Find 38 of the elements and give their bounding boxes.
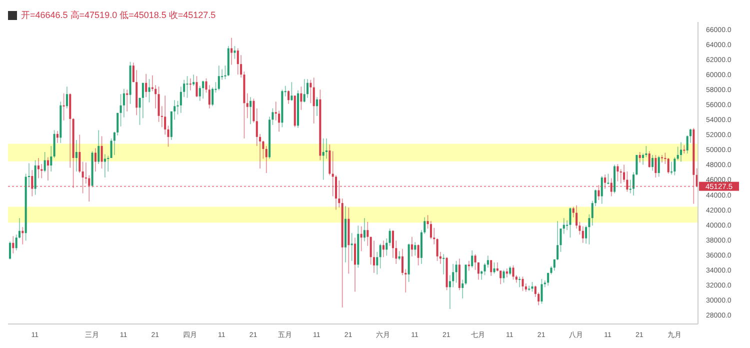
candlestick	[620, 169, 622, 184]
candlestick	[75, 140, 78, 172]
candlestick	[192, 74, 195, 86]
candlestick	[28, 163, 30, 188]
candlestick	[468, 260, 470, 271]
candlestick	[372, 240, 375, 273]
candlestick	[326, 138, 328, 159]
candlestick	[37, 158, 40, 178]
candlestick	[629, 180, 632, 194]
candlestick	[448, 275, 451, 309]
candlestick	[544, 280, 546, 288]
candlestick	[566, 220, 568, 230]
candlestick	[259, 134, 262, 168]
candlestick	[404, 269, 407, 292]
candlestick	[528, 286, 530, 291]
candlestick	[107, 156, 110, 172]
candlestick	[562, 218, 565, 234]
candlestick	[151, 75, 154, 92]
candlestick	[154, 85, 157, 108]
candlestick	[661, 154, 664, 162]
candlestick	[274, 102, 277, 120]
text: 开=46646.5 高=47519.0 低=45018.5 收=45127.5	[21, 8, 216, 22]
candlestick	[246, 93, 248, 118]
candlestick	[250, 97, 252, 124]
candlestick	[160, 106, 163, 128]
candlestick	[84, 162, 87, 184]
candlestick	[462, 280, 464, 298]
candlestick	[433, 228, 436, 244]
candlestick	[518, 276, 521, 288]
candlestick	[126, 90, 128, 112]
candlestick	[46, 157, 49, 181]
candlestick	[410, 236, 413, 256]
candlestick	[230, 38, 233, 65]
candlestick	[442, 254, 445, 274]
candlestick	[382, 240, 384, 258]
candlestick	[670, 162, 673, 174]
candlestick	[189, 78, 192, 90]
candlestick	[104, 154, 106, 178]
